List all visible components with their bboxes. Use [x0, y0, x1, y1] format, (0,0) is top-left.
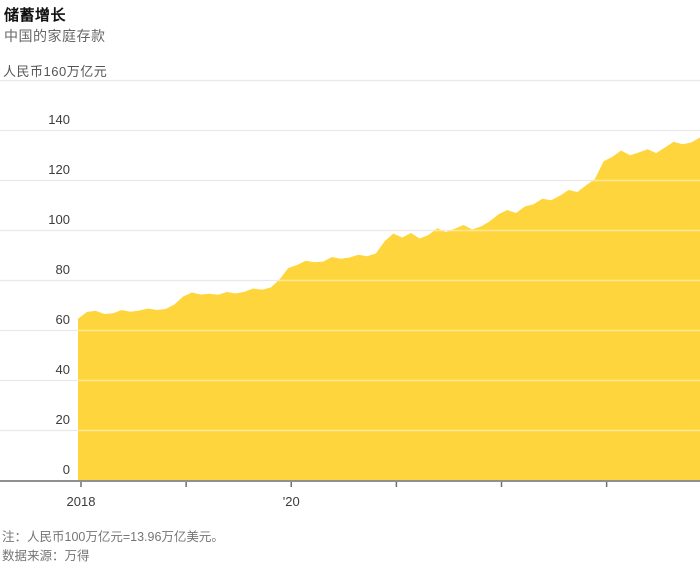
- footnote: 注：人民币100万亿元=13.96万亿美元。: [2, 530, 224, 544]
- source-note: 数据来源：万得: [2, 549, 90, 563]
- y-tick-label-100: 100: [48, 212, 70, 227]
- y-tick-label-60: 60: [55, 312, 70, 327]
- deposits-area-series: [78, 137, 700, 480]
- y-tick-label-140: 140: [48, 112, 70, 127]
- page-title: 储蓄增长: [4, 7, 67, 24]
- y-axis-unit-label: 人民币160万亿元: [3, 64, 108, 79]
- y-tick-label-120: 120: [48, 162, 70, 177]
- chart-subtitle: 中国的家庭存款: [4, 28, 106, 44]
- y-tick-label-0: 0: [62, 462, 70, 477]
- x-axis-ticks: [80, 482, 608, 487]
- y-tick-label-80: 80: [55, 262, 70, 277]
- y-tick-label-40: 40: [55, 362, 70, 377]
- x-tick-label-2018: 2018: [66, 494, 96, 509]
- y-tick-label-20: 20: [55, 412, 70, 427]
- x-tick-label-2020: '20: [282, 494, 300, 509]
